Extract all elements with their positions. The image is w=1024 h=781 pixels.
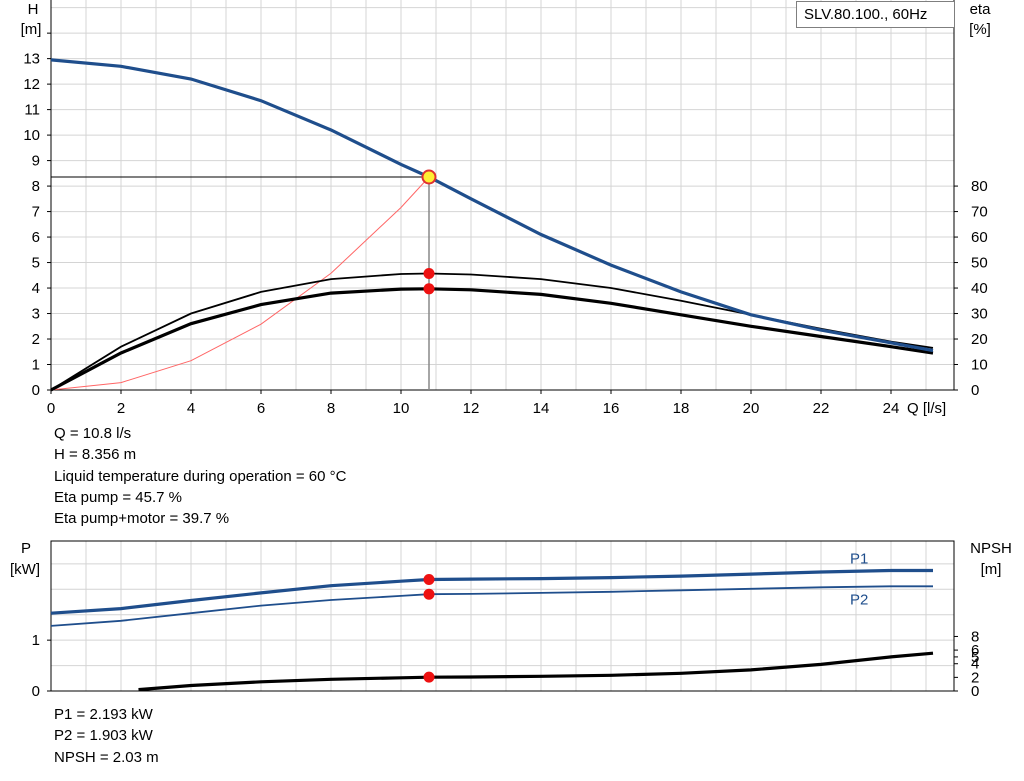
y-tick-label-left: 2 (32, 331, 40, 348)
npsh-curve (138, 651, 934, 692)
x-tick-label: 22 (813, 400, 830, 417)
x-axis-label: Q [l/s] (907, 400, 946, 417)
npsh-tick-label: 2 (971, 669, 979, 686)
y-tick-label-left: 11 (24, 102, 40, 119)
legend-title-box: SLV.80.100., 60Hz (796, 1, 955, 28)
y-tick-label-left: 7 (32, 204, 40, 221)
y-tick-label-left: 4 (32, 280, 40, 297)
plot-frames (50, 0, 955, 692)
y-axis-unit-right: [%] (969, 21, 991, 38)
x-tick-label: 12 (463, 400, 480, 417)
p1-curve (50, 568, 933, 615)
series-lines (50, 58, 934, 692)
y-tick-label-left: 9 (32, 153, 40, 170)
eta-pump-marker (423, 268, 435, 280)
y-tick-label-left: 1 (32, 357, 40, 374)
x-tick-label: 8 (327, 400, 335, 417)
duty-point-marker (421, 169, 437, 185)
y-tick-label-right: 20 (971, 331, 988, 348)
p2-series-label: P2 (850, 591, 868, 608)
x-tick-label: 14 (533, 400, 550, 417)
info-eta-pump: Eta pump = 45.7 % (54, 488, 182, 506)
npsh-tick-label: 0 (971, 683, 979, 700)
power-info: P1 = 2.193 kW P2 = 1.903 kW NPSH = 2.03 … (54, 704, 159, 768)
y-axis-label-right: eta (970, 1, 992, 18)
npsh-tick-label: 5 (971, 649, 979, 666)
y-tick-label-right: 50 (971, 255, 988, 272)
y-tick-label-right: 60 (971, 229, 988, 246)
y-tick-label-left: 10 (23, 127, 40, 144)
y-axis-label-left: H (28, 1, 39, 18)
p-tick-label: 1 (32, 632, 40, 649)
p1-series-label: P1 (850, 550, 868, 567)
info-eta-pump-motor: Eta pump+motor = 39.7 % (54, 510, 230, 528)
npsh-marker (423, 671, 435, 683)
y-tick-label-left: 6 (32, 229, 40, 246)
npsh-tick-label: 4 (971, 656, 979, 673)
y-tick-label-right: 70 (971, 204, 988, 221)
p-tick-label: 0 (32, 683, 40, 700)
y-tick-label-right: 40 (971, 280, 988, 297)
npsh-tick-label: 6 (971, 642, 979, 659)
y-tick-label-left: 5 (32, 255, 40, 272)
x-tick-label: 0 (47, 400, 55, 417)
eta-pump-motor-marker (423, 283, 435, 295)
info-p1: P1 = 2.193 kW (54, 706, 153, 723)
y-tick-label-right: 80 (971, 178, 988, 195)
y-axis-unit-left: [m] (21, 21, 42, 38)
operating-point-info: Q = 10.8 l/s H = 8.356 m Liquid temperat… (54, 423, 346, 529)
y-tick-label-right: 0 (971, 382, 979, 399)
head-curve (50, 58, 934, 353)
legend-title: SLV.80.100., 60Hz (804, 6, 928, 23)
x-tick-label: 10 (393, 400, 410, 417)
p-axis-label: P (21, 540, 31, 557)
y-tick-label-left: 0 (32, 382, 40, 399)
npsh-axis-unit: [m] (981, 561, 1002, 578)
x-tick-label: 24 (883, 400, 900, 417)
npsh-tick-label: 8 (971, 628, 979, 645)
x-tick-label: 20 (743, 400, 760, 417)
eta-pump-motor-curve (50, 287, 934, 392)
power-panel-frame (50, 540, 955, 692)
p1-marker (423, 573, 435, 585)
p2-curve (50, 585, 933, 627)
axis-labels: 0 2 4 6 8 10 12 14 16 18 20 22 240123456789101112130… (10, 1, 1012, 700)
info-npsh: NPSH = 2.03 m (54, 748, 159, 766)
x-tick-label: 4 (187, 400, 195, 417)
x-tick-label: 2 (117, 400, 125, 417)
y-tick-label-left: 8 (32, 178, 40, 195)
operating-point-markers (421, 169, 437, 683)
p-axis-unit: [kW] (10, 561, 40, 578)
y-tick-label-left: 12 (23, 76, 40, 93)
x-tick-label: 6 (257, 400, 265, 417)
system-curve (50, 176, 430, 391)
x-tick-label: 16 (603, 400, 620, 417)
y-tick-label-left: 13 (23, 51, 40, 68)
y-tick-label-left: 3 (32, 306, 40, 323)
npsh-axis-label: NPSH (970, 540, 1012, 557)
p2-marker (423, 588, 435, 600)
x-tick-label: 18 (673, 400, 690, 417)
info-liquid-temperature: Liquid temperature during operation = 60… (54, 467, 347, 485)
info-head: H = 8.356 m (54, 446, 137, 464)
y-tick-label-right: 30 (971, 306, 988, 323)
info-p2: P2 = 1.903 kW (54, 727, 153, 745)
y-tick-label-right: 10 (971, 357, 988, 374)
info-flow: Q = 10.8 l/s (54, 425, 132, 442)
grid (51, 0, 954, 691)
